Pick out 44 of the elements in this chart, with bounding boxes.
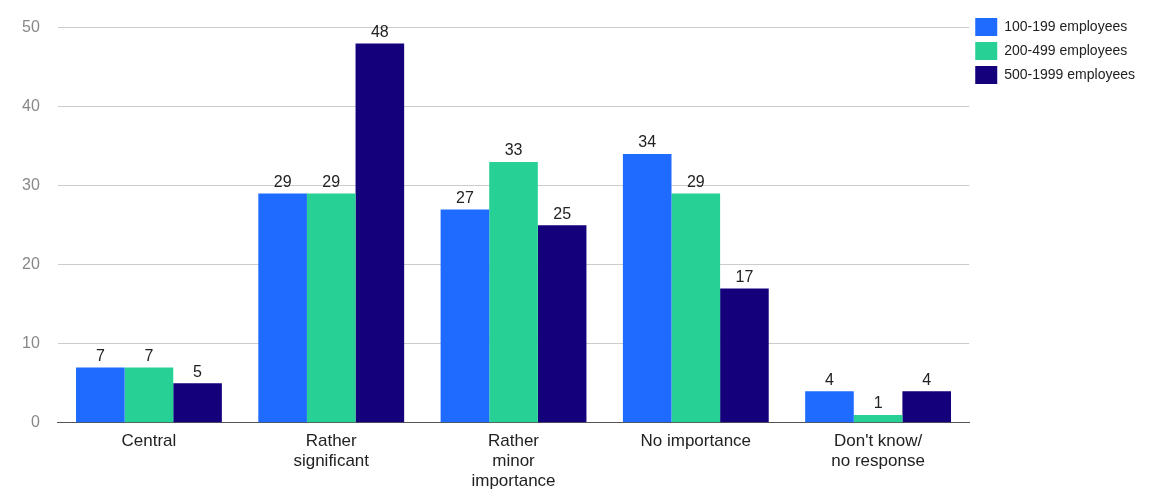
y-tick-label: 10	[22, 334, 40, 352]
bar	[537, 225, 587, 423]
y-tick-label: 0	[30, 413, 40, 431]
bar	[853, 414, 903, 423]
y-tick-label: 50	[22, 18, 40, 36]
x-tick-label: Rather minor importance	[471, 430, 556, 491]
x-tick-label: Central	[121, 430, 177, 450]
x-tick-label: No importance	[640, 430, 752, 450]
bar	[622, 154, 672, 423]
data-label: 7	[144, 346, 154, 364]
bar	[902, 391, 952, 423]
x-tick-label: Don't know/ no response	[831, 430, 925, 471]
bar	[489, 161, 538, 423]
data-label: 29	[686, 172, 705, 190]
data-label: 48	[370, 22, 389, 40]
bar	[76, 367, 125, 423]
legend-label: 500-1999 employees	[1004, 65, 1136, 82]
bar	[805, 391, 854, 423]
data-label: 25	[553, 204, 572, 222]
bar	[124, 367, 174, 423]
y-tick-label: 20	[22, 255, 40, 273]
data-label: 7	[95, 346, 105, 364]
data-label: 27	[456, 188, 474, 206]
bar	[173, 383, 222, 423]
y-tick-label: 40	[22, 97, 40, 115]
data-label: 4	[825, 370, 835, 388]
bar	[258, 193, 307, 423]
data-label: 29	[322, 172, 341, 190]
bar	[440, 209, 490, 423]
bar	[306, 193, 356, 423]
data-label: 17	[735, 267, 754, 285]
bar	[671, 193, 721, 423]
data-label: 33	[504, 141, 523, 159]
legend-label: 100-199 employees	[1004, 17, 1128, 34]
bar	[720, 288, 769, 423]
legend-label: 200-499 employees	[1004, 41, 1128, 58]
bar	[355, 43, 405, 423]
data-label: 1	[873, 394, 883, 412]
data-label: 5	[193, 362, 203, 380]
x-tick-label: Rather significant	[293, 430, 370, 471]
data-label: 4	[922, 370, 932, 388]
data-label: 34	[638, 133, 657, 151]
data-label: 29	[273, 172, 292, 190]
y-tick-label: 30	[22, 176, 40, 194]
